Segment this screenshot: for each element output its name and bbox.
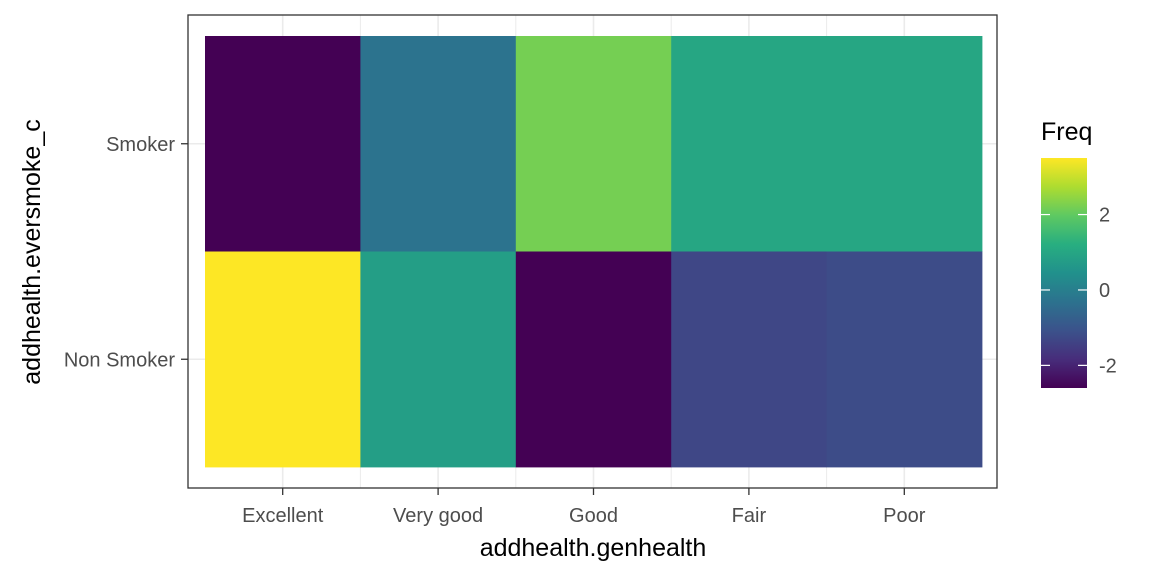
- x-tick-label: Very good: [393, 505, 483, 527]
- x-tick-label: Fair: [732, 505, 767, 527]
- heatmap-cell: [205, 36, 361, 252]
- x-axis-ticks: Excellent Very good Good Fair Poor: [242, 488, 926, 527]
- y-axis-ticks: Non Smoker Smoker: [64, 134, 188, 371]
- legend-tick-label: 0: [1099, 280, 1110, 302]
- heatmap-cell: [360, 36, 517, 252]
- y-tick-label: Non Smoker: [64, 349, 175, 371]
- y-axis-title: addhealth.eversmoke_c: [18, 119, 46, 384]
- heatmap-cell: [205, 251, 361, 468]
- panel-border: [187, 14, 998, 489]
- x-axis-title: addhealth.genhealth: [480, 534, 707, 562]
- x-tick-label: Good: [569, 505, 618, 527]
- heatmap-cell: [360, 251, 517, 468]
- x-tick-label: Poor: [883, 505, 926, 527]
- x-tick-label: Excellent: [242, 505, 324, 527]
- y-tick-label: Smoker: [106, 134, 175, 156]
- legend-ticks: -2 0 2: [1041, 205, 1117, 377]
- heatmap-cell: [515, 251, 672, 468]
- legend-tick-label: 2: [1099, 205, 1110, 227]
- heatmap-cell: [671, 36, 827, 252]
- heatmap-cell: [515, 36, 672, 252]
- heatmap-cell: [826, 36, 983, 252]
- legend-colorbar: [1041, 158, 1087, 388]
- heatmap-cell: [826, 251, 983, 468]
- heatmap-cell: [671, 251, 827, 468]
- legend-title: Freq: [1041, 118, 1092, 146]
- heatmap-cells: [205, 36, 983, 468]
- legend-tick-label: -2: [1099, 355, 1117, 377]
